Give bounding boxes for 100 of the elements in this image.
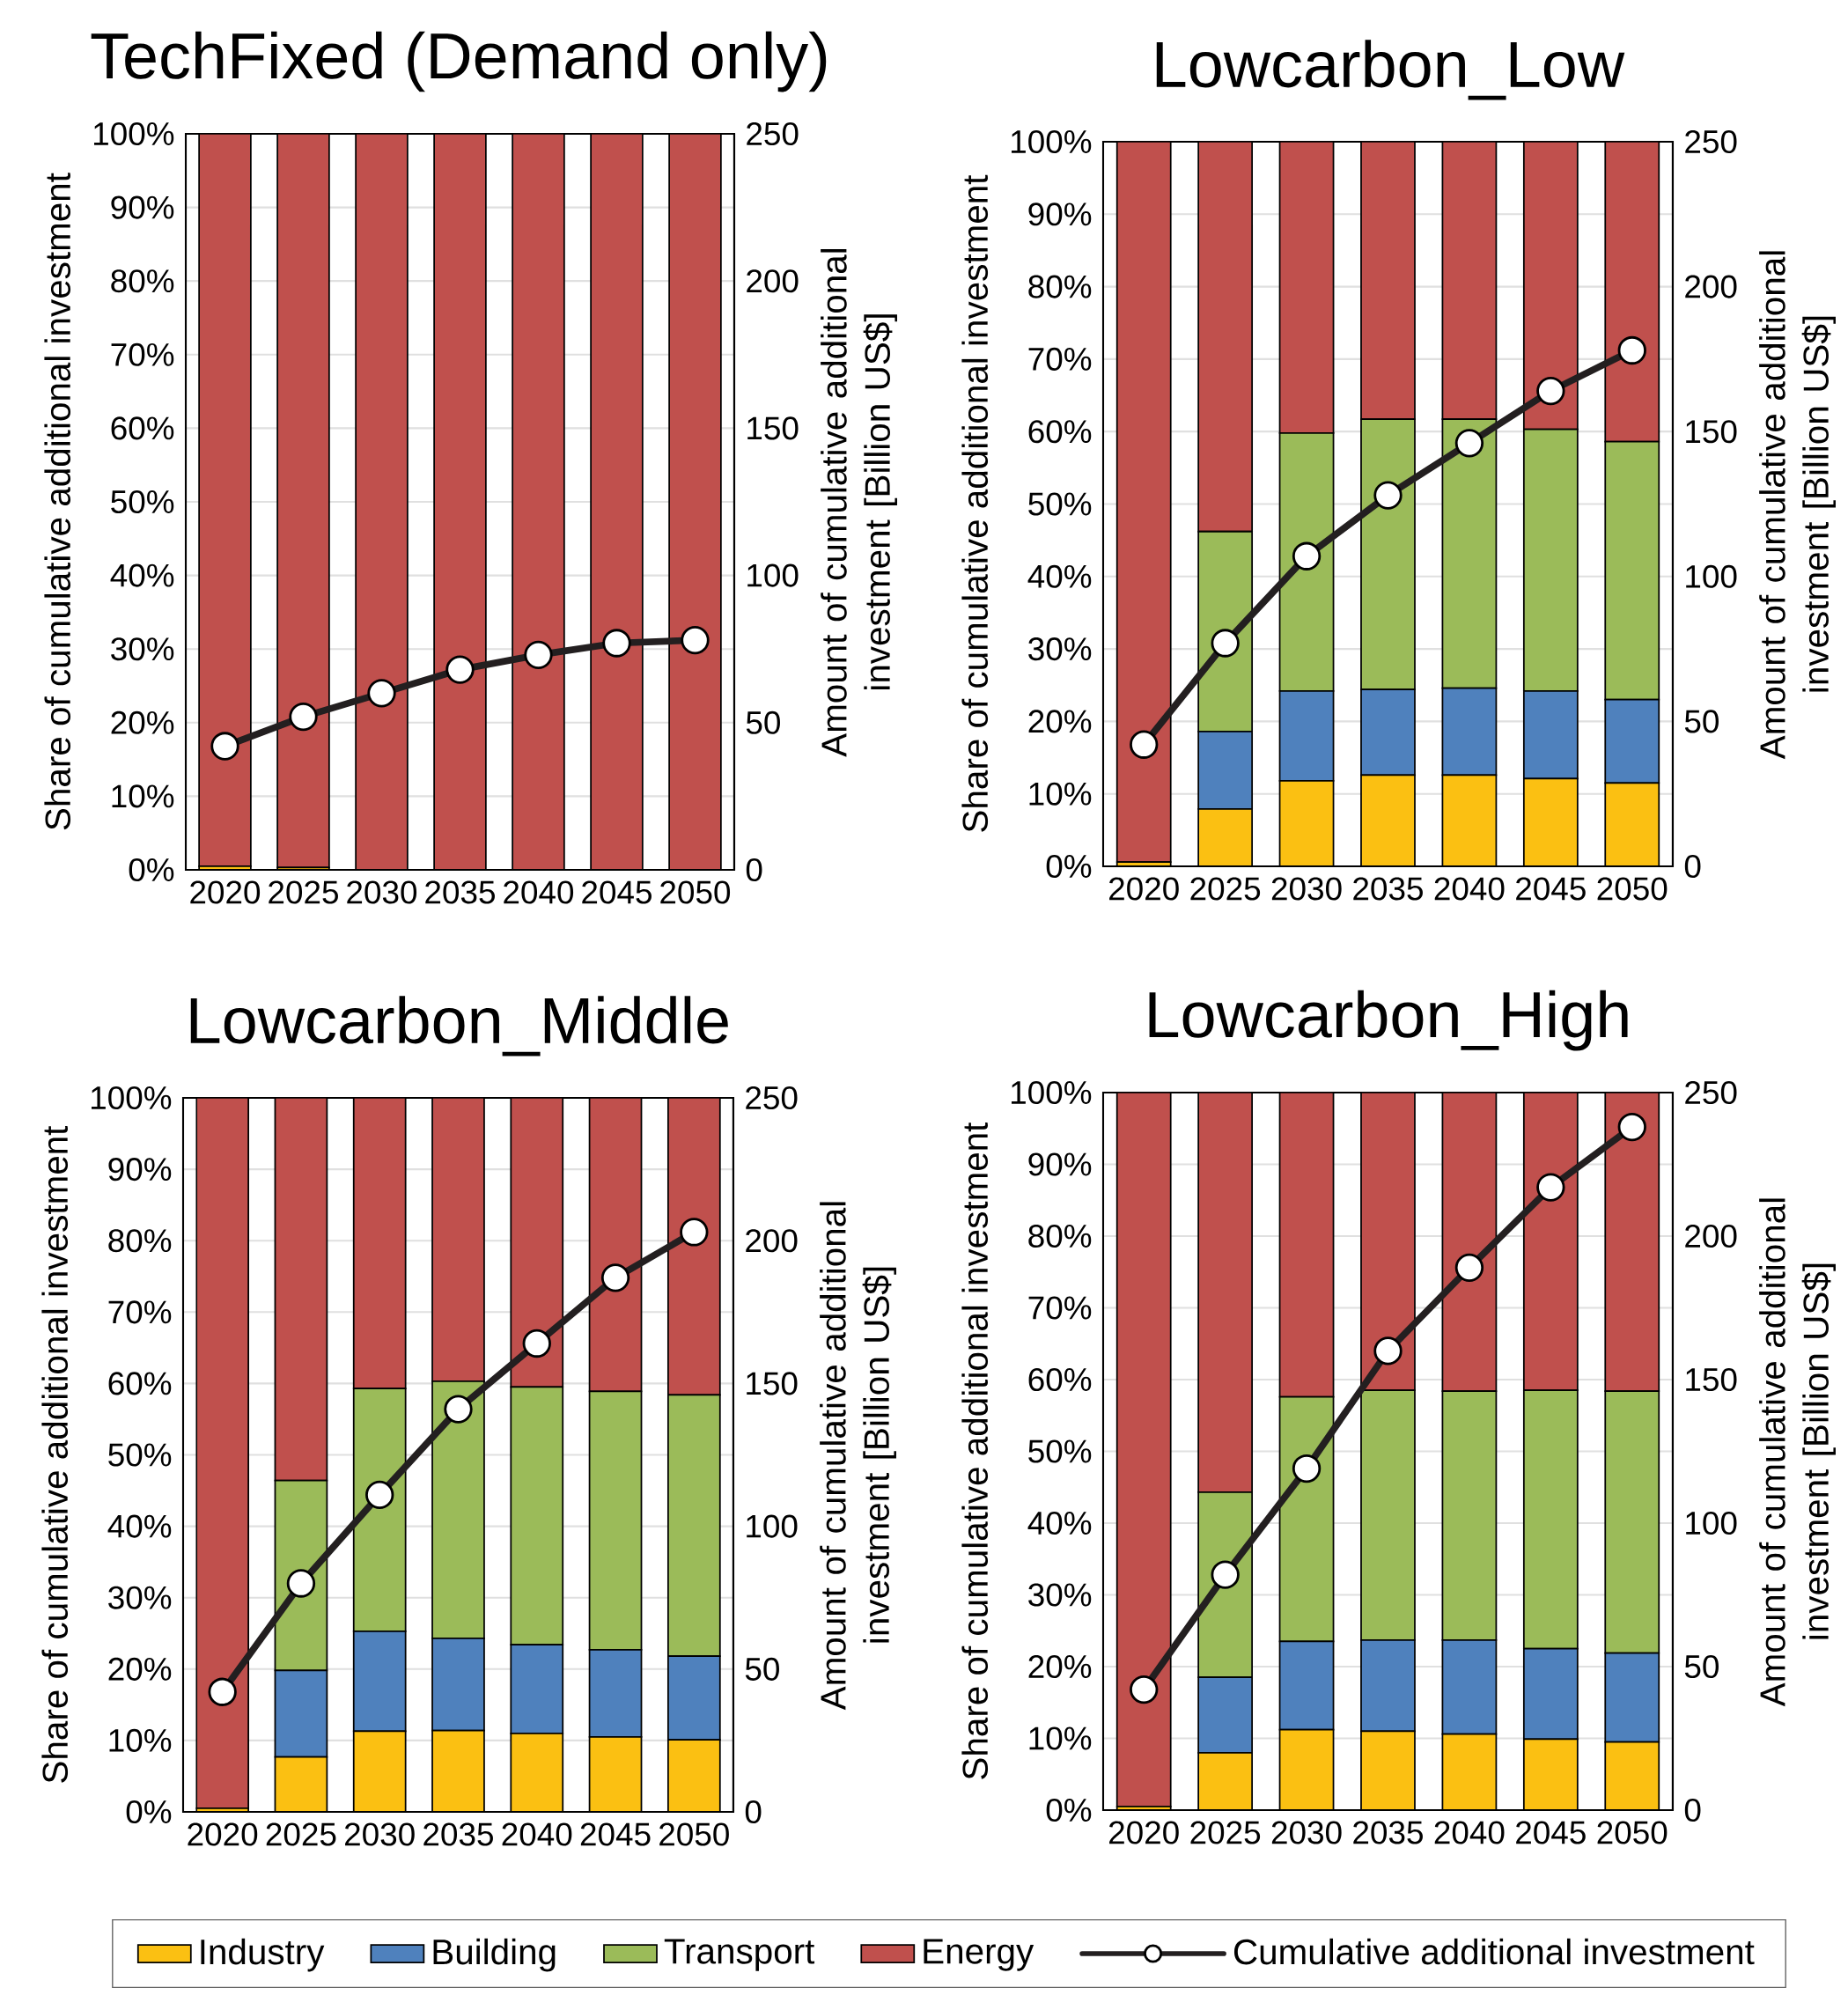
point: [1454, 1253, 1484, 1283]
point: [1292, 541, 1322, 571]
point: [1536, 1173, 1565, 1202]
y-tick-label: 80%: [1028, 275, 1092, 298]
y2-tick-label: 250: [747, 121, 799, 146]
y2-tick-label: 100: [1686, 1511, 1737, 1535]
y-tick-label: 50%: [1028, 492, 1092, 516]
y2-tick-label: 200: [747, 269, 799, 293]
y-tick-label: 70%: [1028, 1296, 1092, 1320]
y-tick-label: 70%: [108, 1300, 172, 1324]
y-tick-label: 20%: [108, 1657, 172, 1681]
y2-tick-label: 200: [1685, 1224, 1737, 1248]
y-tick-label: 100%: [92, 1086, 172, 1110]
y-tick-label: 100%: [94, 121, 174, 146]
y-tick-label: 20%: [1028, 1654, 1092, 1679]
y2-tick-label: 200: [1685, 275, 1737, 298]
y2-tick-label: 250: [1685, 129, 1737, 154]
y-tick-label: 100%: [1012, 129, 1092, 154]
point: [1454, 429, 1484, 458]
point: [367, 679, 396, 708]
bar: [198, 133, 252, 867]
bar: [275, 1756, 328, 1812]
y2-tick-label: 150: [747, 416, 799, 440]
x-tick-label: 2050: [659, 1822, 729, 1846]
point: [681, 625, 710, 655]
y2-tick-label: 250: [746, 1086, 798, 1110]
x-tick-label: 2035: [425, 880, 495, 904]
x-tick-label: 2030: [347, 880, 417, 904]
x-tick-label: 2045: [582, 880, 652, 904]
y2-tick-label: 50: [746, 710, 780, 734]
x-tick-label: 2045: [1516, 1821, 1586, 1844]
x-tick-label: 2050: [1597, 1821, 1668, 1844]
bar: [512, 133, 565, 870]
x-tick-label: 2050: [1597, 877, 1668, 901]
y-tick-label: 30%: [108, 1586, 172, 1609]
y2-tick-label: 50: [745, 1657, 779, 1681]
point: [1130, 730, 1159, 759]
y-tick-label: 20%: [1028, 710, 1092, 733]
y-tick-label: 60%: [111, 416, 174, 440]
bar: [511, 1733, 563, 1812]
y-tick-label: 40%: [107, 1514, 172, 1538]
y-tick-label: 70%: [1028, 347, 1092, 371]
y2-axis-title: Amount of cumulative additional investment [Billion US$]: [1759, 1198, 1836, 1707]
x-tick-label: 2020: [1109, 877, 1179, 901]
point: [1536, 376, 1565, 406]
y-axis-title: Share of cumulative additional investment: [961, 1122, 989, 1779]
y-axis-title: Share of cumulative additional investment: [44, 173, 71, 830]
y-tick-label: 90%: [1028, 1152, 1092, 1176]
bar: [274, 1097, 328, 1482]
y-tick-label: 30%: [1028, 1583, 1092, 1607]
bar: [666, 1097, 721, 1396]
y-tick-label: 80%: [108, 1229, 172, 1253]
point: [602, 629, 631, 658]
point: [445, 655, 475, 684]
x-tick-label: 2045: [580, 1822, 651, 1846]
point: [1130, 1675, 1159, 1704]
x-tick-label: 2030: [1271, 877, 1342, 901]
y-tick-label: 10%: [1029, 782, 1092, 806]
y-axis-title: Share of cumulative additional investment: [961, 174, 989, 832]
y-tick-label: 50%: [108, 1443, 172, 1467]
y2-tick-label: 100: [747, 1514, 798, 1538]
y-tick-label: 40%: [1027, 564, 1092, 588]
point: [365, 1480, 394, 1510]
y-tick-label: 50%: [111, 490, 174, 514]
point: [210, 732, 239, 761]
chart-title: Lowcarbon_High: [1149, 990, 1628, 1051]
point: [444, 1395, 473, 1424]
x-tick-label: 2040: [504, 880, 574, 904]
bar: [590, 133, 644, 870]
y-tick-label: 60%: [1028, 420, 1092, 444]
legend-label: Cumulative additional investment: [1233, 1938, 1755, 1965]
point: [680, 1218, 709, 1247]
y2-tick-label: 150: [1686, 420, 1737, 444]
bar: [433, 133, 487, 870]
y2-tick-label: 0: [745, 1800, 762, 1824]
y2-axis-title: Amount of cumulative additional investment [Billion US$]: [1759, 251, 1836, 760]
y2-tick-label: 250: [1685, 1080, 1737, 1105]
chart-title: Lowcarbon_Low: [1156, 40, 1625, 100]
bar: [355, 133, 409, 870]
y-tick-label: 0%: [1046, 854, 1092, 879]
x-tick-label: 2020: [190, 880, 261, 904]
y-tick-label: 60%: [108, 1372, 172, 1395]
x-tick-label: 2025: [1190, 877, 1261, 901]
point: [289, 702, 318, 732]
y-tick-label: 70%: [111, 342, 174, 366]
point: [600, 1263, 630, 1292]
y-tick-label: 0%: [129, 858, 174, 882]
x-tick-label: 2035: [1353, 1821, 1423, 1844]
x-tick-label: 2040: [1434, 1821, 1505, 1844]
y-tick-label: 0%: [126, 1800, 172, 1824]
legend-label: Energy: [924, 1939, 1034, 1971]
point: [1211, 629, 1240, 658]
y-tick-label: 10%: [1029, 1726, 1092, 1750]
y-tick-label: 100%: [1012, 1080, 1092, 1105]
y-axis-title: Share of cumulative additional investment: [41, 1125, 69, 1783]
x-tick-label: 2035: [1353, 877, 1423, 901]
x-tick-label: 2040: [1434, 877, 1505, 901]
y2-tick-label: 100: [1686, 564, 1737, 588]
point: [1211, 1560, 1240, 1589]
bar: [668, 133, 722, 870]
